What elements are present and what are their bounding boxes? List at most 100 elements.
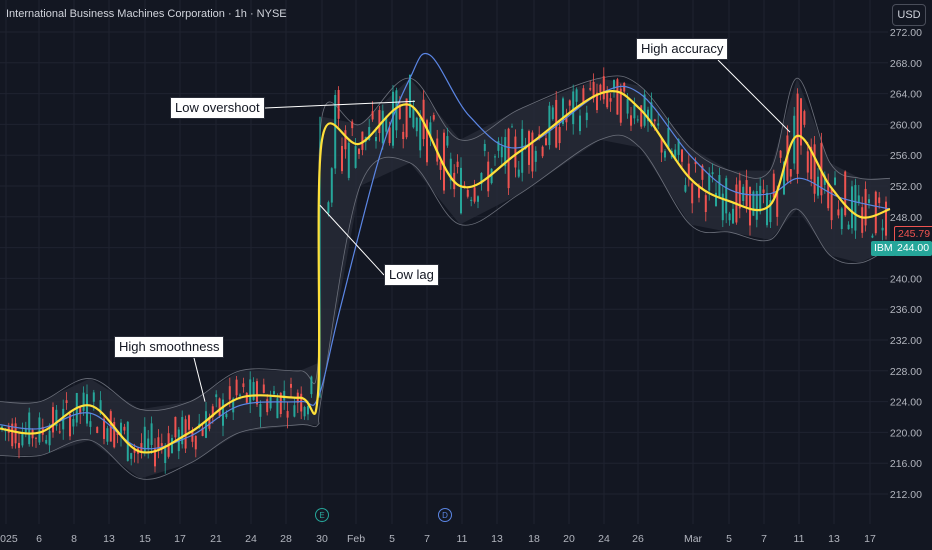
x-tick-label: 17 — [174, 533, 186, 545]
candle-body — [691, 183, 694, 204]
candle-body — [548, 105, 551, 146]
dividend-marker[interactable]: D — [438, 508, 452, 522]
candle-body — [273, 391, 275, 395]
candle-body — [708, 173, 711, 191]
candle-body — [514, 136, 517, 168]
candle-body — [531, 132, 534, 172]
candle-body — [147, 438, 150, 449]
candle-body — [725, 178, 728, 214]
candle-body — [857, 195, 860, 203]
candle-body — [174, 416, 177, 438]
candle-body — [602, 76, 605, 100]
candle-body — [222, 399, 224, 426]
candle-body — [868, 199, 870, 203]
candle-body — [704, 195, 707, 213]
candle-body — [660, 137, 663, 153]
candle-body — [630, 115, 632, 126]
y-tick-label: 264.00 — [890, 89, 922, 101]
candle-body — [252, 382, 255, 400]
band-lower-line — [0, 134, 891, 480]
candle-body — [443, 132, 445, 191]
candle-body — [415, 117, 418, 132]
candle-body — [565, 117, 568, 123]
candle-body — [599, 84, 602, 93]
band-upper-line — [0, 75, 891, 412]
yellow-ma-line — [0, 89, 891, 454]
candle-body — [579, 115, 581, 132]
x-tick-label: 2025 — [0, 533, 18, 545]
annotation-label: High smoothness — [114, 336, 225, 358]
candle-body — [371, 111, 374, 120]
x-tick-label: Feb — [347, 533, 365, 545]
candle-body — [851, 186, 853, 229]
candle-body — [640, 105, 643, 127]
candle-body — [664, 151, 666, 158]
annotation-leader — [264, 100, 416, 109]
y-tick-label: 268.00 — [890, 58, 922, 70]
candle-body — [228, 386, 231, 400]
x-tick-label: 15 — [139, 533, 151, 545]
candle-body — [1, 426, 3, 430]
candle-body — [694, 161, 697, 165]
x-tick-label: 5 — [389, 533, 395, 545]
candle-body — [218, 398, 221, 416]
x-tick-label: 17 — [864, 533, 876, 545]
candle-body — [684, 185, 687, 192]
candle-body — [562, 98, 564, 124]
moving-averages — [0, 52, 891, 454]
candle-body — [715, 192, 717, 207]
candle-body — [460, 167, 462, 214]
candle-body — [636, 119, 639, 121]
candle-body — [154, 448, 156, 467]
candle-body — [361, 131, 364, 150]
candle-body — [830, 188, 833, 221]
annotation-label: High accuracy — [636, 38, 729, 60]
candle-body — [188, 415, 190, 430]
candle-body — [864, 188, 867, 226]
candle-body — [575, 89, 578, 102]
earnings-marker[interactable]: E — [315, 508, 329, 522]
candle-body — [35, 437, 37, 439]
currency-button[interactable]: USD — [892, 4, 926, 26]
candle-body — [759, 185, 762, 212]
candle-body — [208, 417, 211, 429]
candle-body — [592, 81, 595, 98]
candle-body — [752, 191, 755, 216]
x-tick-label: 18 — [528, 533, 540, 545]
time-axis[interactable]: 2025 6 8 13 15 17 21 24 28 30 Feb 5 7 11 13 18 20 24 26 Mar… — [0, 533, 876, 545]
candle-body — [874, 191, 877, 234]
candle-body — [432, 115, 435, 120]
candle-body — [854, 185, 857, 231]
candle-body — [279, 392, 282, 415]
candle-body — [79, 407, 82, 414]
candle-body — [293, 405, 296, 417]
candle-body — [647, 109, 649, 122]
candle-body — [810, 146, 813, 180]
candle-body — [745, 180, 748, 207]
annotation-leader — [717, 59, 791, 133]
candle-body — [653, 119, 656, 122]
candle-body — [388, 127, 391, 144]
candle-body — [572, 91, 575, 125]
candle-body — [385, 116, 388, 132]
candle-body — [381, 110, 384, 144]
candle-body — [667, 127, 670, 148]
candle-body — [140, 443, 143, 452]
candle-body — [378, 110, 381, 134]
price-axis[interactable]: 272.00 268.00 264.00 260.00 256.00 252.00 248.… — [890, 27, 922, 501]
candle-body — [368, 127, 371, 140]
candle-body — [844, 171, 847, 216]
candle-body — [24, 429, 27, 435]
candle-body — [225, 413, 228, 418]
candle-body — [150, 423, 153, 445]
candle-body — [259, 404, 262, 417]
candle-body — [511, 126, 513, 128]
y-tick-label: 260.00 — [890, 119, 922, 131]
candle-body — [191, 431, 194, 442]
candle-body — [58, 431, 61, 433]
candle-body — [422, 99, 425, 140]
candle-body — [623, 82, 626, 92]
annotation-label: Low lag — [384, 264, 439, 286]
candle-body — [456, 161, 459, 168]
